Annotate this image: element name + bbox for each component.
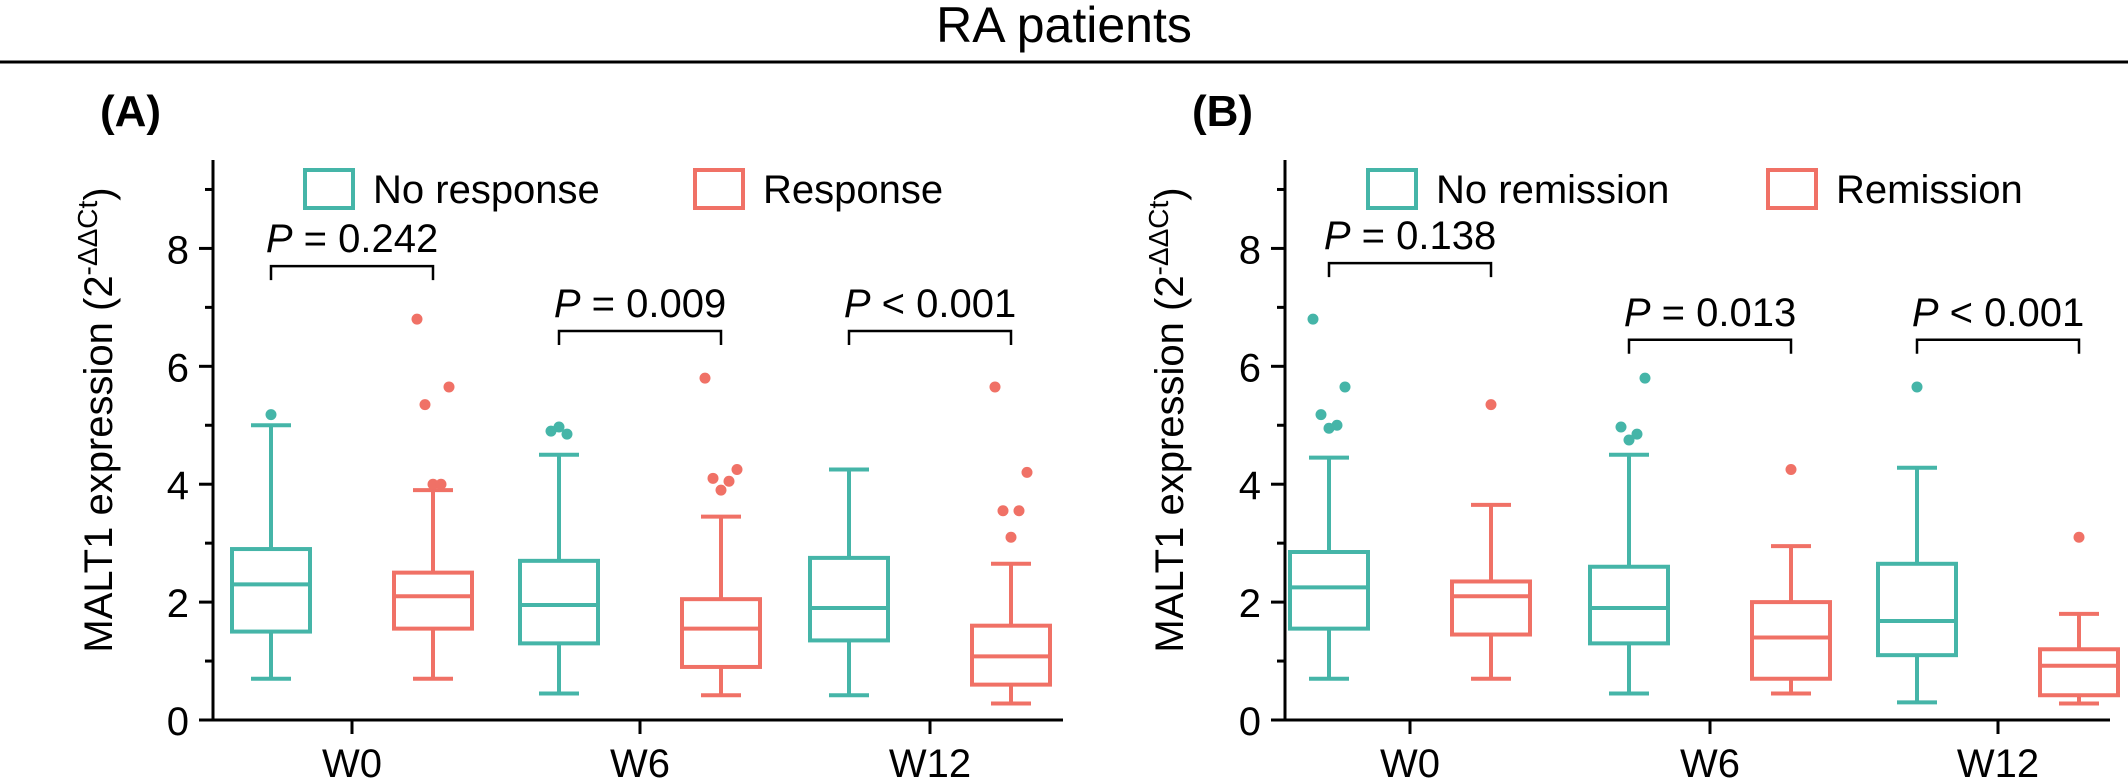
outlier-point (1021, 466, 1033, 478)
significance-bracket (1627, 338, 1793, 354)
outlier-point (265, 409, 277, 421)
figure-title: RA patients (936, 0, 1192, 53)
outlier-point (997, 505, 1009, 517)
outlier-point (1785, 463, 1797, 475)
legend-swatch (693, 168, 745, 210)
legend-label: Remission (1836, 168, 2023, 212)
y-axis-label: MALT1 expression (2-ΔΔCt) (72, 187, 122, 652)
legend-swatch (303, 168, 355, 210)
y-tick-label: 8 (1239, 228, 1261, 272)
box-body (518, 558, 600, 646)
y-tick-label: 4 (1239, 464, 1261, 508)
significance-bracket (269, 264, 435, 281)
box-response (392, 313, 474, 681)
x-tick-label: W0 (322, 742, 382, 779)
outlier-point (715, 484, 727, 496)
legend-swatch (1766, 168, 1818, 210)
box-body (1288, 550, 1370, 631)
outlier-point (731, 463, 743, 475)
y-tick-label: 0 (167, 700, 189, 744)
box-body (230, 547, 312, 634)
outlier-point (419, 399, 431, 411)
outlier-point (1307, 313, 1319, 325)
panel-a: (A) 0 2 4 6 8 MALT1 expression (2-ΔΔCt) No resp… (72, 87, 1063, 779)
outlier-point (1631, 428, 1643, 440)
y-tick-label: 8 (167, 228, 189, 272)
box-response (970, 381, 1052, 706)
outlier-point (1911, 381, 1923, 393)
box-no-remission (1288, 313, 1370, 681)
outlier-point (561, 428, 573, 440)
p-value-label: P = 0.009 (554, 282, 726, 326)
significance-bracket (1327, 261, 1493, 278)
outlier-point (1623, 434, 1635, 446)
box-no-remission (1588, 372, 1670, 696)
outlier-point (435, 478, 447, 490)
outlier-point (1315, 409, 1327, 421)
panel-b: (B) 0 2 4 6 8 MALT1 expression (2-ΔΔCt) No remi… (1143, 87, 2120, 779)
significance-bracket (1915, 338, 2081, 354)
box-body (808, 555, 890, 643)
x-tick-label: W6 (1680, 742, 1740, 779)
y-tick-label: 6 (167, 346, 189, 390)
outlier-point (443, 381, 455, 393)
box-no-response (808, 467, 890, 698)
p-value-label: P < 0.001 (1912, 291, 2084, 335)
significance-bracket (557, 329, 723, 345)
box-no-response (518, 421, 600, 696)
box-remission (1450, 399, 1532, 681)
y-tick-label: 2 (167, 582, 189, 626)
p-value-label: P = 0.138 (1324, 214, 1496, 258)
outlier-point (699, 372, 711, 384)
outlier-point (707, 472, 719, 484)
p-value-label: P < 0.001 (844, 282, 1016, 326)
box-body (392, 570, 474, 631)
outlier-point (723, 475, 735, 487)
legend-label: No response (373, 168, 600, 212)
box-body (680, 597, 762, 669)
box-response (680, 372, 762, 698)
legend-label: Response (763, 168, 943, 212)
box-remission (1750, 463, 1832, 696)
panel-label: (A) (100, 87, 161, 136)
significance-bracket (847, 329, 1013, 345)
outlier-point (1615, 421, 1627, 433)
outlier-point (545, 425, 557, 437)
x-tick-label: W12 (1957, 742, 2039, 779)
outlier-point (989, 381, 1001, 393)
outlier-point (1013, 505, 1025, 517)
outlier-point (1339, 381, 1351, 393)
y-tick-label: 4 (167, 464, 189, 508)
box-remission (2038, 531, 2120, 706)
panel-label: (B) (1192, 87, 1253, 136)
outlier-point (1639, 372, 1651, 384)
p-value-label: P = 0.242 (266, 217, 438, 261)
box-body (2038, 647, 2120, 698)
legend-swatch (1366, 168, 1418, 210)
outlier-point (427, 478, 439, 490)
p-value-label: P = 0.013 (1624, 291, 1796, 335)
outlier-point (1331, 419, 1343, 431)
y-tick-label: 0 (1239, 700, 1261, 744)
box-body (1750, 600, 1832, 681)
box-body (1450, 579, 1532, 637)
x-tick-label: W6 (610, 742, 670, 779)
outlier-point (1005, 531, 1017, 543)
box-body (1588, 564, 1670, 646)
y-tick-label: 6 (1239, 346, 1261, 390)
x-tick-label: W12 (889, 742, 971, 779)
box-no-response (230, 409, 312, 681)
x-tick-label: W0 (1380, 742, 1440, 779)
legend-label: No remission (1436, 168, 1669, 212)
box-no-remission (1876, 381, 1958, 705)
outlier-point (1485, 399, 1497, 411)
y-axis-label: MALT1 expression (2-ΔΔCt) (1143, 187, 1193, 652)
box-body (1876, 561, 1958, 658)
y-tick-label: 2 (1239, 582, 1261, 626)
outlier-point (411, 313, 423, 325)
outlier-point (2073, 531, 2085, 543)
